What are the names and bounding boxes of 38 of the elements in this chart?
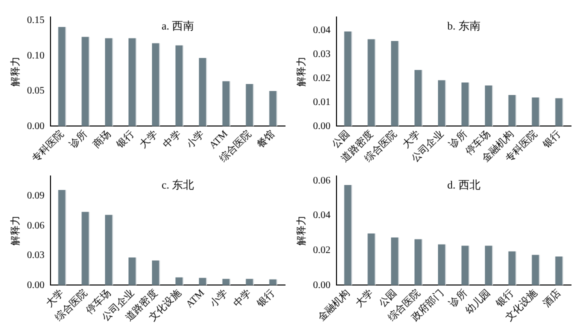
chart-title: a. 西南: [162, 19, 194, 32]
y-tick-label: 0.01: [313, 96, 330, 108]
y-tick-label: 0.00: [27, 280, 44, 291]
x-tick-label: 大学: [137, 128, 160, 151]
x-tick-label: 银行: [540, 128, 564, 152]
y-tick-label: 0.00: [313, 280, 330, 291]
y-tick-label: 0.09: [27, 190, 44, 202]
y-tick-label: 0.00: [313, 120, 330, 132]
y-tick-label: 0.05: [27, 86, 44, 97]
y-tick-label: 0.04: [313, 210, 330, 222]
y-tick-label: 0.03: [27, 250, 44, 262]
y-tick-label: 0.02: [313, 245, 330, 256]
x-tick-label: 诊所: [67, 128, 90, 151]
y-tick-label: 0.06: [27, 220, 44, 232]
y-tick-label: 0.06: [313, 175, 330, 186]
chart-title: c. 东北: [162, 178, 194, 192]
x-tick-label: 银行: [114, 128, 137, 152]
y-axis-title: 解释力: [10, 56, 22, 87]
y-tick-label: 0.15: [27, 15, 44, 26]
y-tick-label: 0.10: [27, 50, 44, 62]
y-axis-title: 解释力: [296, 216, 308, 246]
x-tick-label: 中学: [160, 128, 184, 151]
y-axis-title: 解释力: [296, 56, 308, 87]
y-tick-label: 0.03: [313, 48, 330, 60]
x-tick-label: 小学: [208, 286, 230, 310]
x-tick-label: 中学: [231, 286, 254, 310]
x-tick-label: 小学: [184, 128, 207, 151]
x-tick-label: 银行: [254, 288, 278, 310]
x-tick-label: 大学: [353, 286, 376, 310]
chart-title: b. 东南: [447, 19, 480, 32]
x-tick-label: 餐馆: [254, 128, 278, 151]
y-tick-label: 0.02: [313, 72, 330, 84]
x-tick-label: 商场: [90, 128, 114, 151]
y-tick-label: 0.00: [27, 120, 44, 132]
y-axis-title: 解释力: [10, 216, 22, 246]
y-tick-label: 0.04: [313, 24, 330, 36]
chart-title: d. 西北: [447, 178, 480, 192]
x-tick-label: 酒店: [540, 286, 564, 310]
